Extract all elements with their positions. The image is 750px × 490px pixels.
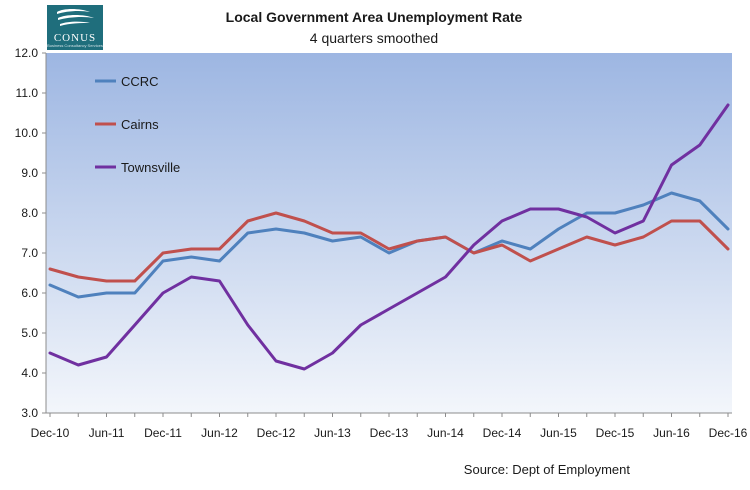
series-line-cairns bbox=[48, 211, 730, 283]
chart-subtitle: 4 quarters smoothed bbox=[310, 30, 438, 46]
legend: CCRC Cairns Townsville bbox=[95, 74, 180, 175]
y-tick-label: 5.0 bbox=[21, 326, 38, 340]
x-tick-label: Dec-10 bbox=[31, 426, 70, 440]
logo-swirl-icon bbox=[57, 9, 94, 26]
x-axis-ticks: Dec-10 Jun-11 Dec-11 Jun-12 Dec-12 Jun-13 Dec-… bbox=[31, 413, 748, 440]
y-tick-label: 12.0 bbox=[15, 46, 39, 60]
series-line-ccrc bbox=[48, 191, 730, 299]
y-tick-label: 3.0 bbox=[21, 406, 38, 420]
plot-area bbox=[46, 53, 732, 413]
chart-title: Local Government Area Unemployment Rate bbox=[226, 9, 523, 25]
legend-label-townsville: Townsville bbox=[121, 160, 180, 175]
y-tick-label: 6.0 bbox=[21, 286, 38, 300]
source-note: Source: Dept of Employment bbox=[464, 462, 631, 477]
x-tick-label: Jun-15 bbox=[540, 426, 577, 440]
legend-label-ccrc: CCRC bbox=[121, 74, 159, 89]
series-line-townsville bbox=[48, 103, 730, 371]
x-tick-label: Jun-14 bbox=[427, 426, 464, 440]
y-tick-label: 11.0 bbox=[16, 86, 39, 100]
y-tick-label: 9.0 bbox=[21, 166, 38, 180]
x-tick-label: Dec-14 bbox=[483, 426, 522, 440]
y-tick-label: 4.0 bbox=[21, 366, 38, 380]
x-tick-label: Dec-11 bbox=[144, 426, 182, 440]
x-tick-label: Jun-12 bbox=[201, 426, 238, 440]
legend-label-cairns: Cairns bbox=[121, 117, 159, 132]
series-lines bbox=[48, 103, 730, 371]
x-tick-label: Jun-16 bbox=[653, 426, 690, 440]
y-tick-label: 10.0 bbox=[15, 126, 39, 140]
x-tick-label: Jun-11 bbox=[89, 426, 125, 440]
logo-tagline: Business Consultancy Services bbox=[47, 43, 103, 48]
logo-badge bbox=[47, 5, 103, 50]
y-axis-ticks: 3.0 4.0 5.0 6.0 7.0 8.0 9.0 10.0 11.0 12.0 bbox=[15, 46, 46, 420]
x-tick-label: Dec-13 bbox=[370, 426, 409, 440]
y-tick-label: 8.0 bbox=[21, 206, 38, 220]
x-tick-label: Dec-15 bbox=[596, 426, 635, 440]
y-tick-label: 7.0 bbox=[21, 246, 38, 260]
company-logo: CONUS Business Consultancy Services bbox=[47, 5, 103, 50]
logo-name: CONUS bbox=[54, 32, 96, 44]
x-tick-label: Jun-13 bbox=[314, 426, 351, 440]
x-tick-label: Dec-12 bbox=[257, 426, 296, 440]
x-tick-label: Dec-16 bbox=[709, 426, 748, 440]
